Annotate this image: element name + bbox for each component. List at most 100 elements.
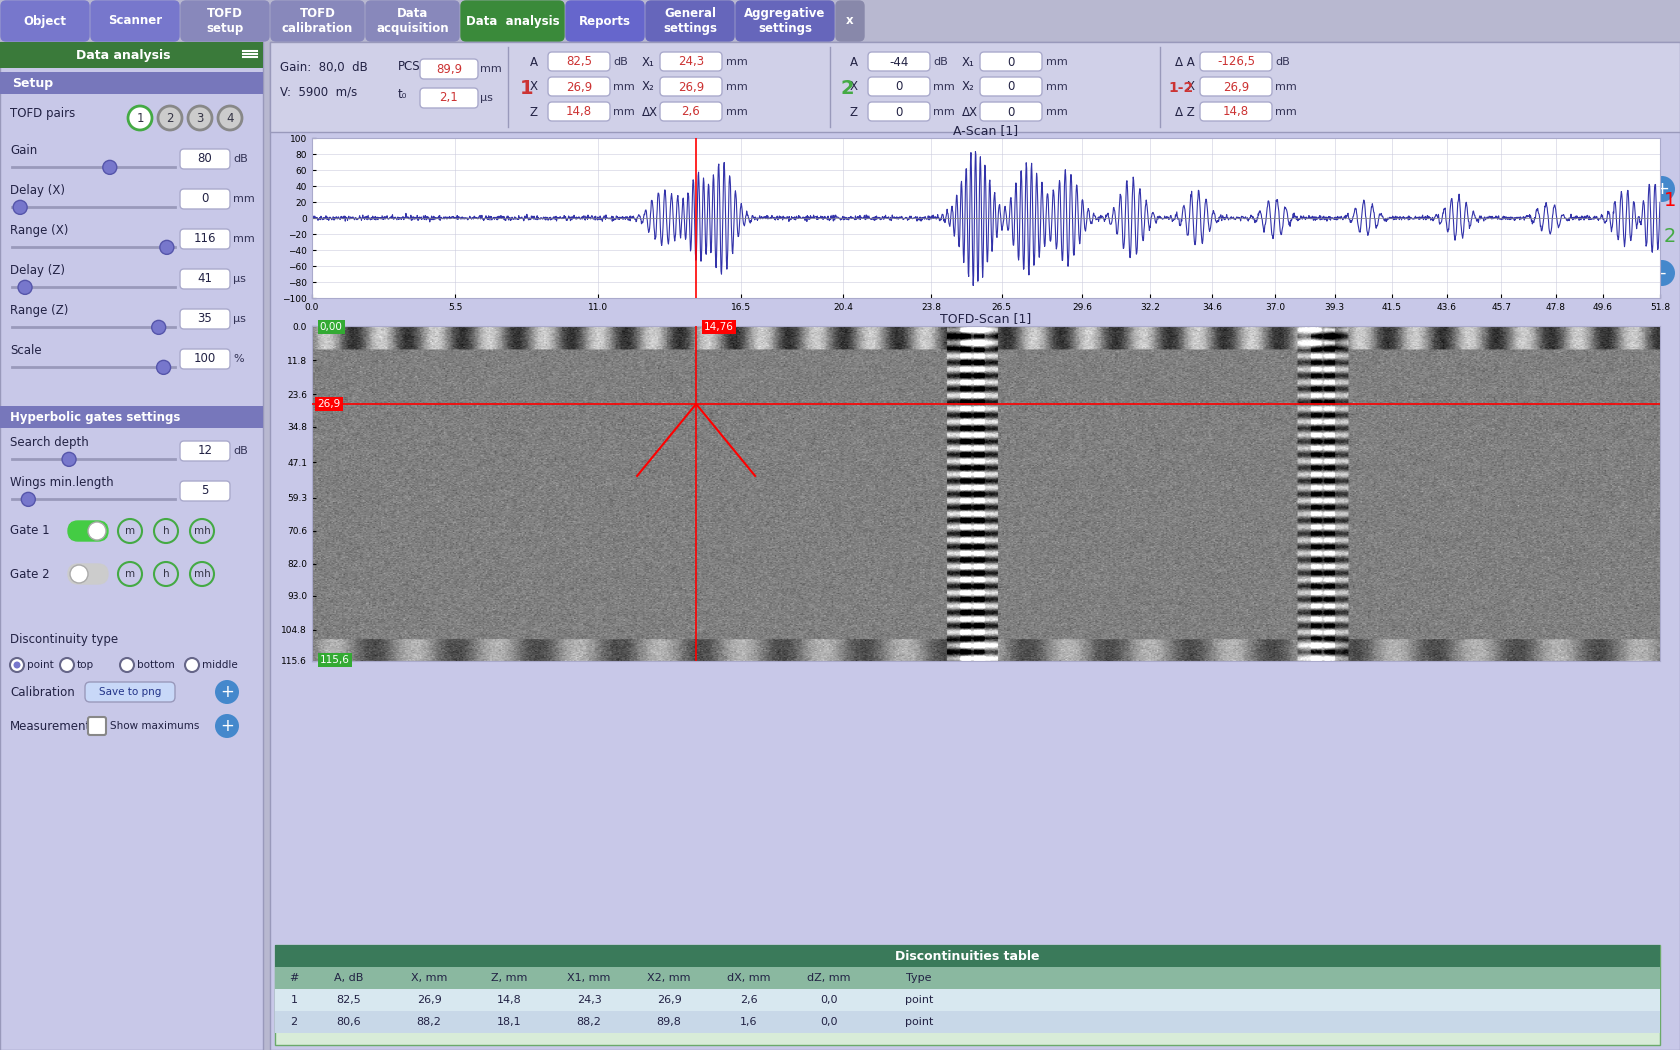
Text: middle: middle (202, 660, 239, 670)
Text: +: + (220, 682, 234, 701)
Text: top: top (77, 660, 94, 670)
FancyBboxPatch shape (91, 1, 180, 41)
Text: 3: 3 (197, 111, 203, 125)
FancyBboxPatch shape (660, 102, 722, 121)
Text: Discontinuity type: Discontinuity type (10, 633, 118, 647)
Text: 18,1: 18,1 (497, 1017, 521, 1027)
Text: 14,8: 14,8 (1223, 105, 1248, 119)
Text: 80: 80 (198, 152, 212, 166)
FancyBboxPatch shape (180, 441, 230, 461)
Text: X, mm: X, mm (412, 973, 447, 983)
Text: m: m (124, 526, 134, 536)
Ellipse shape (13, 201, 27, 214)
Text: X₁: X₁ (963, 56, 974, 68)
Text: %: % (234, 354, 244, 364)
Text: mm: mm (1047, 107, 1068, 117)
Text: mm: mm (1047, 57, 1068, 67)
FancyBboxPatch shape (87, 717, 106, 735)
Text: Setup: Setup (12, 77, 54, 89)
Text: 0,0: 0,0 (820, 1017, 838, 1027)
FancyBboxPatch shape (270, 1, 365, 41)
Text: h: h (163, 569, 170, 579)
Text: A, dB: A, dB (334, 973, 363, 983)
Title: TOFD-Scan [1]: TOFD-Scan [1] (941, 312, 1032, 324)
Bar (270, 42, 1680, 1050)
Ellipse shape (87, 522, 106, 540)
Bar (0, 72, 264, 94)
Ellipse shape (155, 519, 178, 543)
Text: mm: mm (932, 82, 954, 92)
FancyBboxPatch shape (180, 349, 230, 369)
Ellipse shape (158, 106, 181, 130)
Ellipse shape (119, 658, 134, 672)
FancyBboxPatch shape (67, 521, 108, 541)
Text: 24,3: 24,3 (679, 56, 704, 68)
Text: mm: mm (234, 194, 255, 204)
FancyBboxPatch shape (180, 269, 230, 289)
FancyBboxPatch shape (979, 52, 1042, 71)
Text: +: + (220, 717, 234, 735)
Text: Wings min.length: Wings min.length (10, 476, 114, 489)
FancyBboxPatch shape (1200, 52, 1272, 71)
FancyBboxPatch shape (180, 189, 230, 209)
Text: x: x (847, 15, 853, 27)
FancyBboxPatch shape (460, 1, 564, 41)
Text: point: point (27, 660, 54, 670)
Text: mm: mm (1047, 82, 1068, 92)
Text: Scanner: Scanner (108, 15, 161, 27)
Ellipse shape (215, 680, 239, 704)
Text: Δ Z: Δ Z (1176, 105, 1194, 119)
FancyBboxPatch shape (180, 309, 230, 329)
FancyBboxPatch shape (660, 77, 722, 96)
Ellipse shape (10, 658, 24, 672)
Text: 14,8: 14,8 (497, 995, 521, 1005)
Text: 100: 100 (193, 353, 217, 365)
Title: A-Scan [1]: A-Scan [1] (954, 124, 1018, 136)
Text: 14,8: 14,8 (566, 105, 591, 119)
Text: mh: mh (193, 569, 210, 579)
Text: 0,00: 0,00 (319, 322, 343, 333)
Text: point: point (906, 995, 932, 1005)
FancyBboxPatch shape (548, 102, 610, 121)
Ellipse shape (18, 280, 32, 294)
Text: 4: 4 (227, 111, 234, 125)
FancyBboxPatch shape (548, 52, 610, 71)
Text: 26,9: 26,9 (318, 399, 341, 408)
Text: 12: 12 (198, 444, 212, 458)
Text: 116: 116 (193, 232, 217, 246)
Text: t₀: t₀ (398, 88, 407, 102)
Text: Δ A: Δ A (1176, 56, 1194, 68)
Ellipse shape (188, 106, 212, 130)
Text: mm: mm (234, 234, 255, 244)
Text: 1: 1 (291, 995, 297, 1005)
Text: mm: mm (1275, 82, 1297, 92)
Text: -44: -44 (889, 56, 909, 68)
Text: dB: dB (1275, 57, 1290, 67)
Text: 0: 0 (1008, 105, 1015, 119)
Text: mm: mm (613, 107, 635, 117)
Ellipse shape (60, 658, 74, 672)
Text: Reports: Reports (580, 15, 632, 27)
Text: Gain: Gain (10, 144, 37, 158)
Text: 5: 5 (202, 484, 208, 498)
FancyBboxPatch shape (660, 52, 722, 71)
FancyBboxPatch shape (1200, 102, 1272, 121)
Text: 0: 0 (202, 192, 208, 206)
Text: 1-2: 1-2 (1168, 81, 1193, 94)
Text: TOFD
setup: TOFD setup (207, 7, 244, 35)
Text: dB: dB (932, 57, 948, 67)
Text: X: X (1188, 81, 1194, 93)
Text: A: A (850, 56, 858, 68)
Text: 41: 41 (198, 273, 212, 286)
Text: dB: dB (234, 446, 247, 456)
FancyBboxPatch shape (180, 229, 230, 249)
Text: 1,6: 1,6 (741, 1017, 758, 1027)
FancyBboxPatch shape (548, 77, 610, 96)
Text: dX, mm: dX, mm (727, 973, 771, 983)
Text: 89,8: 89,8 (657, 1017, 682, 1027)
Text: 26,9: 26,9 (657, 995, 682, 1005)
Text: h: h (163, 526, 170, 536)
Text: 26,9: 26,9 (1223, 81, 1250, 93)
Bar (276, 989, 1660, 1011)
Text: 0: 0 (895, 81, 902, 93)
